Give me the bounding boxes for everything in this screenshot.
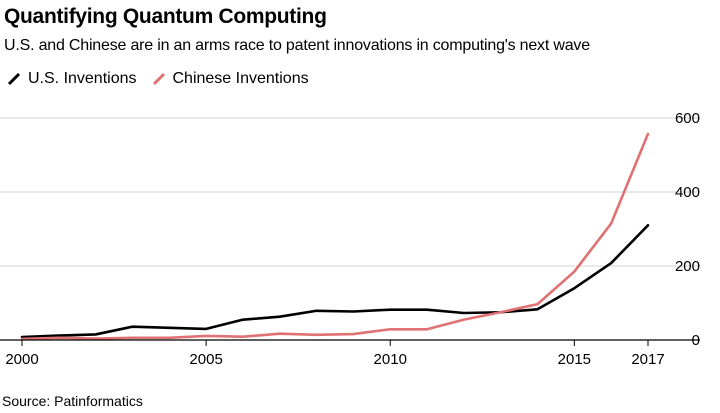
source-note: Source: Patinformatics: [2, 393, 143, 409]
series-line-us: [20, 224, 650, 339]
x-tick-label-2005: 2005: [189, 351, 222, 368]
x-tick-label-2010: 2010: [374, 351, 407, 368]
legend-label-us: U.S. Inventions: [28, 70, 137, 87]
series-line-china: [20, 132, 650, 341]
chart-subtitle: U.S. and Chinese are in an arms race to …: [4, 37, 590, 54]
y-tick-label-200: 200: [675, 258, 700, 275]
x-tick-label-2015: 2015: [558, 351, 591, 368]
y-tick-label-400: 400: [675, 184, 700, 201]
gridlines: [0, 117, 700, 267]
legend-label-china: Chinese Inventions: [172, 70, 309, 87]
legend-item-us: U.S. Inventions: [6, 70, 137, 88]
legend-swatch-us: [7, 72, 21, 86]
y-tick-label-600: 600: [675, 110, 700, 127]
x-tick-label-2017: 2017: [631, 351, 664, 368]
legend-item-china: Chinese Inventions: [151, 70, 309, 88]
axes: 020040060020002005201020152017: [0, 110, 700, 368]
chart-legend: U.S. Inventions Chinese Inventions: [6, 66, 323, 92]
series-lines: [20, 132, 650, 341]
x-tick-label-2000: 2000: [5, 351, 38, 368]
chart-title: Quantifying Quantum Computing: [4, 5, 327, 28]
legend-swatch-china: [152, 72, 165, 86]
